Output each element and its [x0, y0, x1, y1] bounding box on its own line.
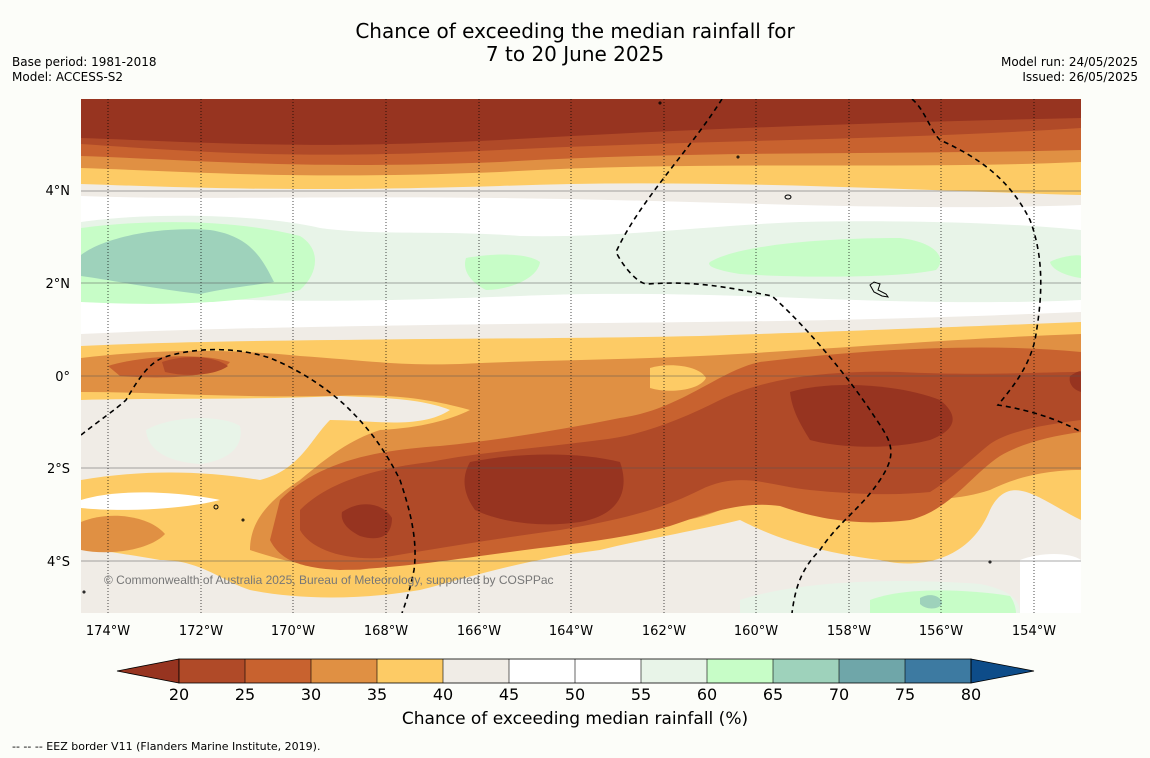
model-run-label: Model run: 24/05/2025	[1000, 55, 1138, 69]
colorbar-swatch	[773, 659, 839, 683]
lon-label-158w: 158°W	[827, 624, 871, 639]
colorbar-swatch	[245, 659, 311, 683]
colorbar-tick: 65	[763, 685, 783, 704]
colorbar: 20 25 30 35 40 45 50 55 60 65 70 75 80	[116, 658, 1035, 704]
meta-right: Model run: 24/05/2025 Issued: 26/05/2025	[1001, 55, 1138, 85]
lon-label-172w: 172°W	[179, 624, 223, 639]
colorbar-low-extend	[116, 658, 180, 684]
lon-label-170w: 170°W	[271, 624, 315, 639]
rainfall-field	[81, 99, 1081, 613]
lat-label-4s: 4°S	[47, 555, 70, 570]
lon-label-162w: 162°W	[642, 624, 686, 639]
colorbar-tick: 75	[895, 685, 915, 704]
lat-label-4n: 4°N	[46, 184, 71, 199]
lat-label-0: 0°	[55, 370, 70, 385]
lon-label-160w: 160°W	[734, 624, 778, 639]
colorbar-swatch	[641, 659, 707, 683]
colorbar-tick: 45	[499, 685, 519, 704]
colorbar-swatch	[509, 659, 575, 683]
colorbar-high-extend	[970, 658, 1035, 684]
colorbar-tick: 70	[829, 685, 849, 704]
colorbar-swatch	[839, 659, 905, 683]
lon-label-166w: 166°W	[457, 624, 501, 639]
lon-label-156w: 156°W	[919, 624, 963, 639]
issued-label: Issued: 26/05/2025	[1022, 70, 1138, 84]
colorbar-tick: 50	[565, 685, 585, 704]
colorbar-tick: 20	[169, 685, 189, 704]
meta-left: Base period: 1981-2018 Model: ACCESS-S2	[12, 55, 157, 85]
eez-border	[81, 99, 1081, 613]
lon-label-164w: 164°W	[549, 624, 593, 639]
colorbar-tick: 60	[697, 685, 717, 704]
colorbar-swatch	[179, 659, 245, 683]
colorbar-tick: 25	[235, 685, 255, 704]
map-title-line1: Chance of exceeding the median rainfall …	[355, 19, 795, 43]
latitude-lines	[81, 190, 1081, 562]
map-title-line2: 7 to 20 June 2025	[485, 42, 665, 66]
colorbar-tick: 40	[433, 685, 453, 704]
colorbar-swatch	[311, 659, 377, 683]
lat-label-2n: 2°N	[46, 277, 71, 292]
model-label: Model: ACCESS-S2	[12, 70, 124, 84]
colorbar-tick: 30	[301, 685, 321, 704]
lat-label-2s: 2°S	[47, 462, 70, 477]
copyright-text: © Commonwealth of Australia 2025, Bureau…	[104, 573, 554, 587]
colorbar-swatch	[443, 659, 509, 683]
base-period-label: Base period: 1981-2018	[12, 55, 157, 69]
islands	[82, 101, 992, 594]
colorbar-swatch	[707, 659, 773, 683]
colorbar-tick: 55	[631, 685, 651, 704]
colorbar-swatch	[377, 659, 443, 683]
colorbar-swatch	[575, 659, 641, 683]
lon-label-174w: 174°W	[86, 624, 130, 639]
lon-label-154w: 154°W	[1012, 624, 1056, 639]
colorbar-tick: 80	[961, 685, 981, 704]
lon-label-168w: 168°W	[364, 624, 408, 639]
colorbar-tick: 35	[367, 685, 387, 704]
colorbar-title: Chance of exceeding median rainfall (%)	[401, 709, 749, 729]
colorbar-swatch	[905, 659, 971, 683]
eez-legend-note: -- -- -- EEZ border V11 (Flanders Marine…	[12, 740, 321, 753]
